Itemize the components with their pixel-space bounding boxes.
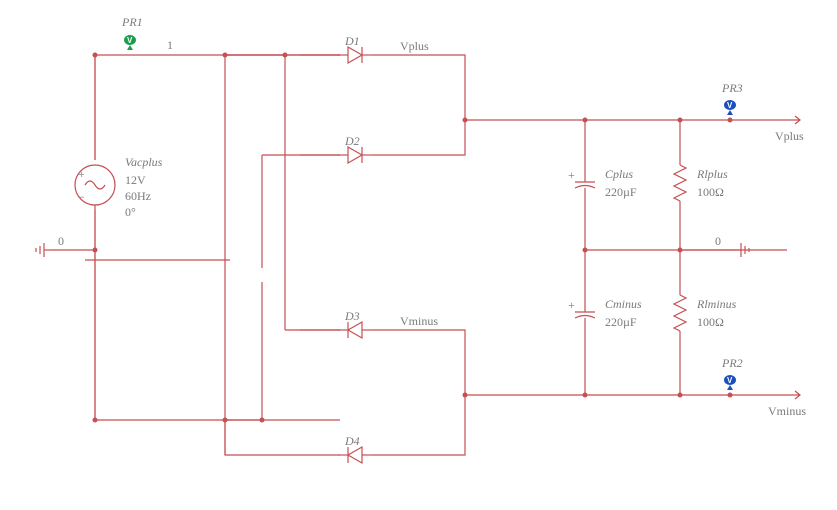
pr2-label: PR2 [721,356,743,370]
probe-pr2: V [724,375,736,390]
circuit-canvas: + − [0,0,837,510]
diode-d2 [338,147,372,163]
res-rlplus [674,165,686,201]
cap-cplus: + [568,168,595,200]
rminus-val: 100Ω [697,315,724,329]
node-1: 1 [167,38,173,52]
src-name: Vacplus [125,155,163,169]
cplus-val: 220µF [605,185,637,199]
src-v: 12V [125,173,146,187]
ac-source: + − [75,55,115,420]
svg-text:V: V [727,101,733,110]
src-p: 0° [125,205,136,219]
svg-text:V: V [727,376,733,385]
pr3-label: PR3 [721,81,743,95]
rplus-name: Rlplus [696,167,728,181]
d3-name: D3 [344,309,360,323]
d2-name: D2 [344,134,360,148]
svg-text:−: − [78,190,85,204]
vplus-out: Vplus [775,129,804,143]
probe-pr3: V [724,100,736,115]
node-0-right: 0 [715,234,721,248]
probe-pr1: V [124,35,136,50]
src-f: 60Hz [125,189,151,203]
diode-d3 [338,322,372,338]
d4-name: D4 [344,434,360,448]
d1-name: D1 [344,34,360,48]
cminus-val: 220µF [605,315,637,329]
ground-left [36,243,50,257]
pr1-label: PR1 [121,15,143,29]
cap-cminus: + [568,298,595,330]
svg-text:V: V [127,36,133,45]
cplus-name: Cplus [605,167,633,181]
vminus-out: Vminus [768,404,806,418]
d3-net: Vminus [400,314,438,328]
d1-net: Vplus [400,39,429,53]
svg-text:+: + [568,298,575,312]
rplus-val: 100Ω [697,185,724,199]
res-rlminus [674,295,686,331]
svg-text:+: + [568,168,575,182]
diode-d1 [338,47,372,63]
cminus-name: Cminus [605,297,642,311]
node-0-left: 0 [58,234,64,248]
svg-text:+: + [78,167,85,181]
rminus-name: Rlminus [696,297,737,311]
diode-d4 [338,447,372,463]
